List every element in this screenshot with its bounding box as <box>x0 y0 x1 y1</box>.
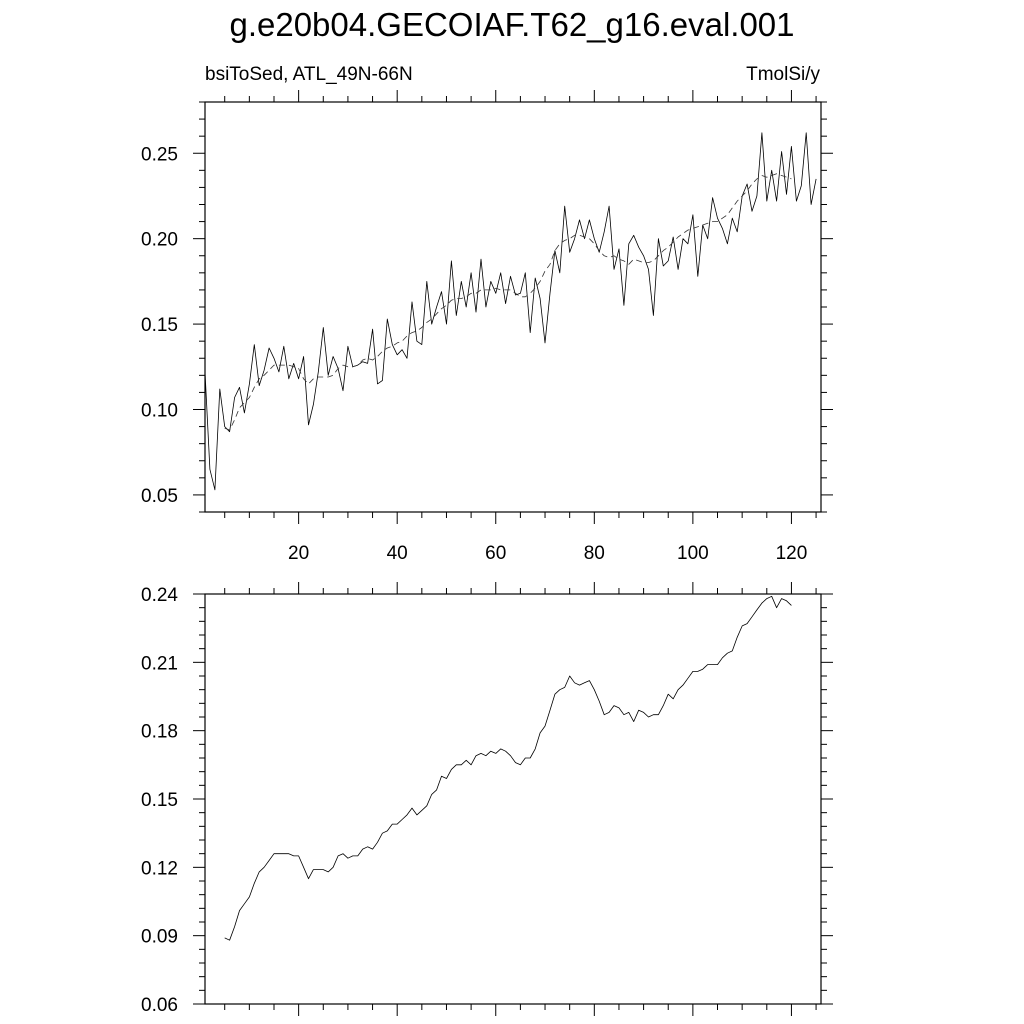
right-subtitle: TmolSi/y <box>746 64 820 85</box>
series-line-1-2 <box>224 173 792 431</box>
x-tick-label: 40 <box>387 543 408 564</box>
plot-frame-1 <box>204 101 822 513</box>
y-tick-label: 0.18 <box>141 722 178 743</box>
y-tick-label: 0.06 <box>141 995 178 1016</box>
y-tick-label: 0.21 <box>141 653 178 674</box>
y-tick-label: 0.24 <box>141 585 178 606</box>
x-tick-label: 20 <box>288 543 309 564</box>
y-tick-label: 0.09 <box>141 927 178 948</box>
y-tick-label: 0.15 <box>141 315 178 336</box>
y-tick-label: 0.05 <box>141 486 178 507</box>
y-tick-label: 0.20 <box>141 230 178 251</box>
series-line-1-1 <box>204 132 817 491</box>
x-tick-label: 120 <box>776 543 808 564</box>
y-tick-label: 0.15 <box>141 790 178 811</box>
left-subtitle: bsiToSed, ATL_49N-66N <box>205 64 413 85</box>
y-tick-label: 0.12 <box>141 858 178 879</box>
y-tick-label: 0.25 <box>141 144 178 165</box>
series-line-2-1 <box>224 595 792 941</box>
x-tick-label: 100 <box>677 543 709 564</box>
plot-frame-2 <box>204 593 822 1005</box>
figure-title: g.e20b04.GECOIAF.T62_g16.eval.001 <box>229 6 795 43</box>
x-tick-label: 60 <box>485 543 506 564</box>
x-tick-label: 80 <box>584 543 605 564</box>
y-tick-label: 0.10 <box>141 401 178 422</box>
